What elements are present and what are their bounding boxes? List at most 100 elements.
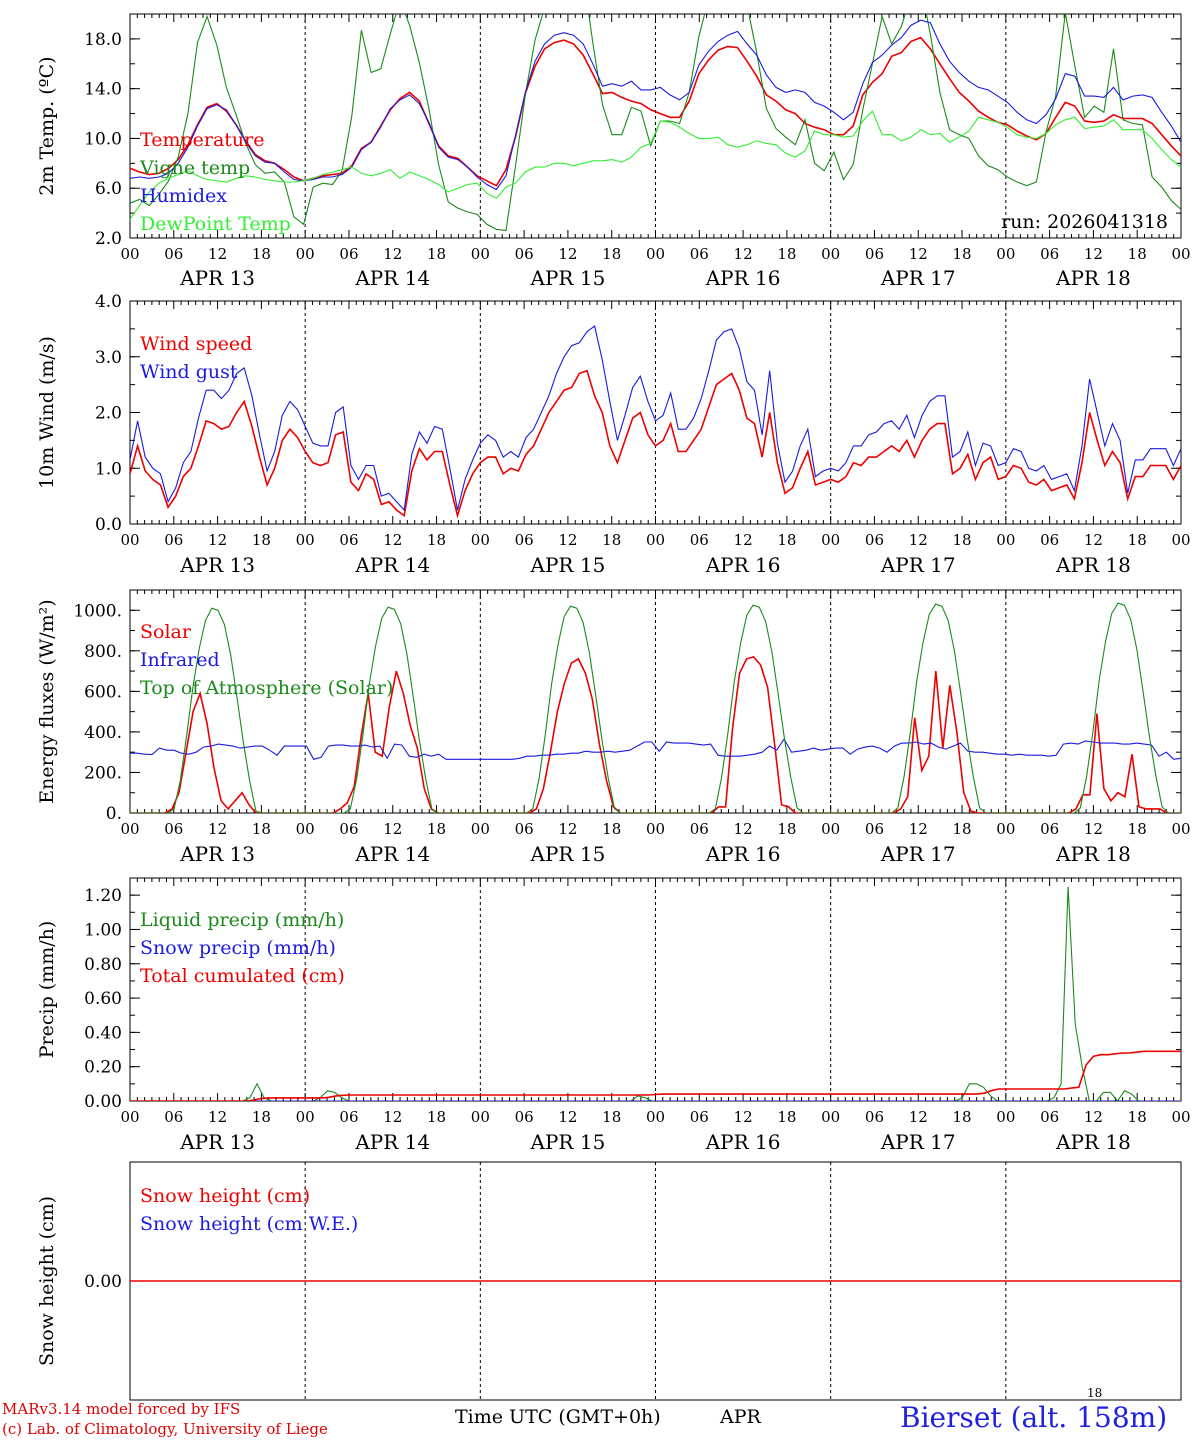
x-tick-label: 00 <box>296 245 315 263</box>
x-tick-label: 06 <box>515 820 534 838</box>
x-tick-label: 00 <box>996 531 1015 549</box>
x-tick-label: 12 <box>208 531 227 549</box>
y-tick-label: 0.00 <box>84 1092 122 1112</box>
legend-temperature: Temperature <box>140 129 264 151</box>
legend-dewpoint-temp: DewPoint Temp <box>140 213 291 235</box>
y-axis-label: 10m Wind (m/s) <box>36 336 58 489</box>
x-tick-label: 18 <box>252 531 271 549</box>
x-tick-label: 18 <box>427 245 446 263</box>
y-tick-label: 14.0 <box>84 80 122 100</box>
day-label: APR 13 <box>179 266 255 290</box>
y-tick-label: 2.0 <box>95 404 122 424</box>
model-credit: MARv3.14 model forced by IFS <box>2 1400 241 1418</box>
day-label: APR 18 <box>1055 842 1131 866</box>
panel-5: 0.00 Snow height (cm) Snow height (cm) Snow… <box>36 1161 1182 1401</box>
y-tick-label: 600. <box>84 682 122 702</box>
legend-vigne-temp: Vigne temp <box>139 157 250 179</box>
x-tick-label: 00 <box>646 1108 665 1126</box>
series-line-temperature <box>130 36 1181 187</box>
legend-snow-precip-mm-h-: Snow precip (mm/h) <box>140 937 336 959</box>
x-tick-label: 12 <box>1084 531 1103 549</box>
y-tick-label: 0.40 <box>84 1023 122 1043</box>
x-tick-label: 06 <box>164 245 183 263</box>
x-tick-label: 18 <box>252 245 271 263</box>
x-tick-label: 12 <box>208 820 227 838</box>
plot-frame <box>129 13 1182 239</box>
x-tick-label: 00 <box>1171 245 1190 263</box>
y-axis-label: Precip (mm/h) <box>36 921 58 1059</box>
series-line-total-cumulated-cm- <box>130 1050 1181 1101</box>
day-label: APR 16 <box>705 266 781 290</box>
day-label: APR 15 <box>530 553 606 577</box>
x-tick-label: 00 <box>471 245 490 263</box>
day-label: APR 17 <box>880 842 956 866</box>
x-tick-label: 00 <box>296 1108 315 1126</box>
day-label: APR 15 <box>530 1130 606 1154</box>
day-label: APR 17 <box>880 553 956 577</box>
x-tick-label: 00 <box>821 1108 840 1126</box>
x-tick-label: 00 <box>1171 820 1190 838</box>
x-tick-label: 12 <box>909 820 928 838</box>
day-label: APR 14 <box>354 266 430 290</box>
day-label: APR 14 <box>354 1130 430 1154</box>
x-tick-label: 06 <box>1040 820 1059 838</box>
day-label: APR 16 <box>705 553 781 577</box>
x-tick-label: 06 <box>515 1108 534 1126</box>
x-tick-label: 18 <box>1128 531 1147 549</box>
x-tick-label: 18 <box>427 1108 446 1126</box>
x-tick-label: 18 <box>252 1108 271 1126</box>
x-tick-label: 06 <box>690 245 709 263</box>
x-tick-label: 00 <box>1171 531 1190 549</box>
x-tick-label: 12 <box>909 245 928 263</box>
x-tick-label: 12 <box>383 820 402 838</box>
legend-solar: Solar <box>140 621 192 643</box>
legend-wind-speed: Wind speed <box>140 333 252 355</box>
x-tick-label: 18 <box>777 531 796 549</box>
x-tick-label: 18 <box>777 1108 796 1126</box>
x-tick-label: 00 <box>996 820 1015 838</box>
x-tick-label: 00 <box>471 531 490 549</box>
y-axis-label: Snow height (cm) <box>36 1196 58 1366</box>
x-tick-label: 00 <box>471 1108 490 1126</box>
x-tick-label: 06 <box>164 1108 183 1126</box>
x-tick-label: 18 <box>252 820 271 838</box>
x-tick-label: 06 <box>164 820 183 838</box>
x-tick-label: 18 <box>777 245 796 263</box>
x-tick-label: 00 <box>821 531 840 549</box>
y-tick-label: 1000. <box>73 601 122 621</box>
x-tick-label: 06 <box>164 531 183 549</box>
x-tick-label: 00 <box>996 245 1015 263</box>
legend-top-of-atmosphere-solar-: Top of Atmosphere (Solar) <box>140 677 393 699</box>
x-tick-label: 00 <box>120 245 139 263</box>
y-axis-label: Energy fluxes (W/m²) <box>36 599 58 803</box>
x-tick-label: 12 <box>734 820 753 838</box>
x-tick-label: 12 <box>734 245 753 263</box>
x-tick-label: 12 <box>909 531 928 549</box>
x-tick-label: 12 <box>383 1108 402 1126</box>
x-tick-label: 00 <box>996 1108 1015 1126</box>
x-tick-label: 06 <box>1040 1108 1059 1126</box>
y-tick-label: 200. <box>84 763 122 783</box>
y-tick-label: 1.0 <box>95 459 122 479</box>
x-tick-label: 12 <box>909 1108 928 1126</box>
day-label: APR 17 <box>880 266 956 290</box>
x-tick-label: 18 <box>602 245 621 263</box>
y-tick-label: 10.0 <box>84 129 122 149</box>
month-label: APR <box>720 1406 761 1428</box>
series-line-dewpoint-temp <box>130 110 1181 220</box>
x-tick-label: 18 <box>602 531 621 549</box>
plot-frame <box>129 300 1182 525</box>
y-tick-label: 0.20 <box>84 1058 122 1078</box>
x-tick-label: 00 <box>646 531 665 549</box>
x-tick-label: 06 <box>865 820 884 838</box>
x-tick-label: 06 <box>1040 531 1059 549</box>
x-tick-label: 00 <box>471 820 490 838</box>
day-label: APR 18 <box>1055 553 1131 577</box>
x-tick-label: 12 <box>208 245 227 263</box>
legend-infrared: Infrared <box>140 649 220 671</box>
x-tick-label: 12 <box>1084 245 1103 263</box>
x-tick-label: 18 <box>952 531 971 549</box>
y-tick-label: 2.0 <box>95 229 122 249</box>
x-tick-label: 06 <box>515 531 534 549</box>
